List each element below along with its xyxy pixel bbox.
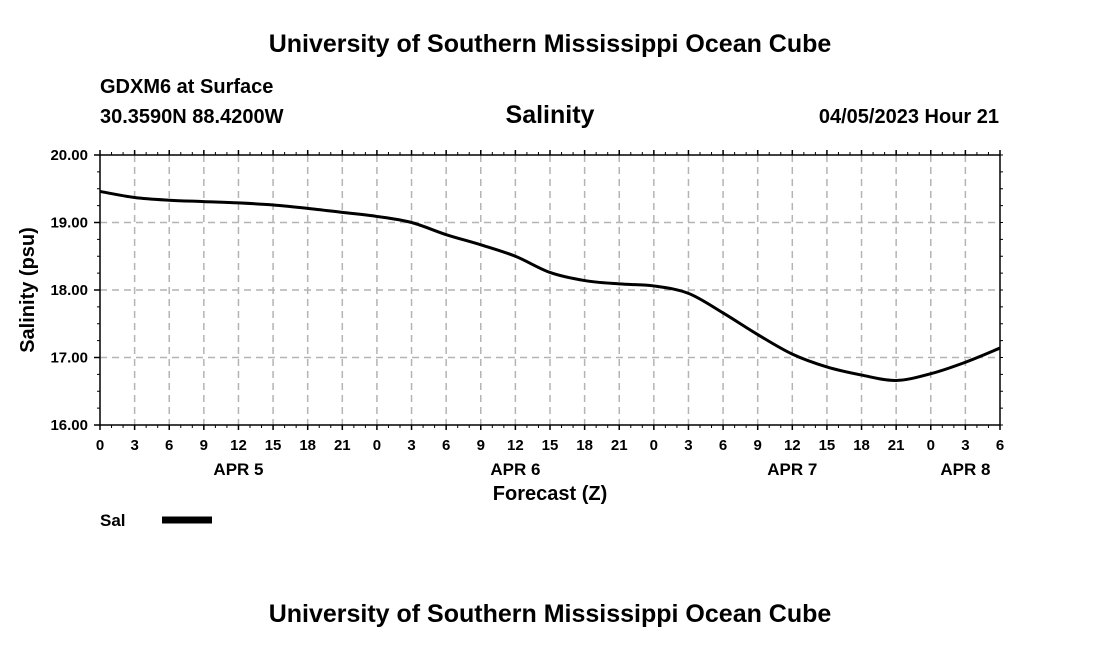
chart-title: Salinity xyxy=(505,101,595,129)
x-tick-label: 12 xyxy=(230,437,247,454)
x-tick-label: 3 xyxy=(407,437,415,454)
day-label: APR 8 xyxy=(940,460,990,479)
grid-lines xyxy=(100,155,1000,425)
x-tick-label: 6 xyxy=(996,437,1004,454)
page-title-bottom: University of Southern Mississippi Ocean… xyxy=(268,600,832,628)
legend-label: Sal xyxy=(100,511,126,530)
x-tick-label: 21 xyxy=(334,437,351,454)
day-label: APR 6 xyxy=(490,460,540,479)
x-tick-label: 3 xyxy=(684,437,692,454)
x-tick-label: 15 xyxy=(542,437,559,454)
x-tick-label: 0 xyxy=(96,437,104,454)
day-label: APR 7 xyxy=(767,460,817,479)
coordinates-label: 30.3590N 88.4200W xyxy=(100,106,284,128)
x-tick-label: 6 xyxy=(719,437,727,454)
x-tick-label: 6 xyxy=(442,437,450,454)
x-tick-label: 9 xyxy=(477,437,485,454)
y-tick-label: 20.00 xyxy=(50,147,88,164)
x-tick-label: 6 xyxy=(165,437,173,454)
x-tick-label: 12 xyxy=(784,437,801,454)
day-label: APR 5 xyxy=(213,460,263,479)
x-tick-label: 18 xyxy=(853,437,870,454)
x-tick-label: 3 xyxy=(961,437,969,454)
x-tick-label: 15 xyxy=(819,437,836,454)
x-tick-label: 9 xyxy=(200,437,208,454)
axes: 0 3 6 9 12 15 18 21 0 3 6 9 12 15 18 21 0 3 6 9 12 15 18 21 0 3 6 1… xyxy=(50,147,1004,479)
x-tick-label: 18 xyxy=(576,437,593,454)
y-tick-label: 19.00 xyxy=(50,215,88,232)
x-tick-label: 21 xyxy=(888,437,905,454)
y-axis-label: Salinity (psu) xyxy=(17,227,39,353)
datetime-label: 04/05/2023 Hour 21 xyxy=(818,106,999,128)
plot-frame xyxy=(99,154,1001,426)
x-tick-label: 15 xyxy=(265,437,282,454)
series-layer xyxy=(99,189,1001,382)
series-line-sal xyxy=(99,189,1001,382)
y-tick-label: 16.00 xyxy=(50,417,88,434)
x-tick-label: 21 xyxy=(611,437,628,454)
x-tick-label: 9 xyxy=(754,437,762,454)
x-tick-label: 0 xyxy=(650,437,658,454)
page-title-top: University of Southern Mississippi Ocean… xyxy=(268,30,832,58)
x-axis-label: Forecast (Z) xyxy=(493,483,607,505)
x-tick-label: 3 xyxy=(130,437,138,454)
y-tick-label: 17.00 xyxy=(50,350,88,367)
station-label: GDXM6 at Surface xyxy=(100,76,274,98)
y-tick-label: 18.00 xyxy=(50,282,88,299)
x-tick-label: 0 xyxy=(373,437,381,454)
x-tick-label: 18 xyxy=(299,437,316,454)
x-tick-label: 0 xyxy=(927,437,935,454)
x-tick-label: 12 xyxy=(507,437,524,454)
